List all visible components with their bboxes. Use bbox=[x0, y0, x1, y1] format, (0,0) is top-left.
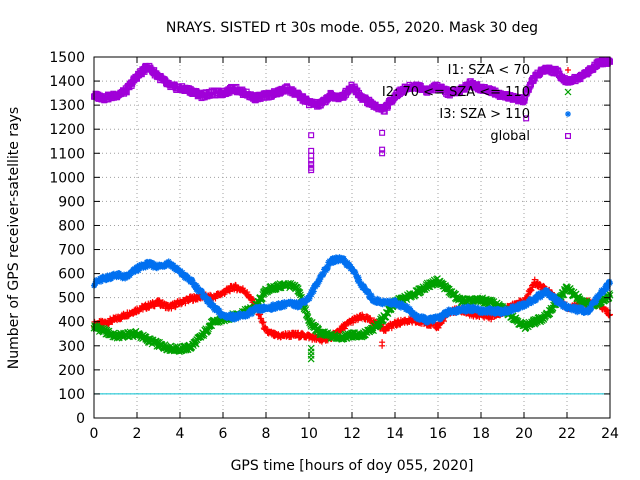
x-tick-label: 6 bbox=[219, 426, 228, 442]
x-tick-label: 20 bbox=[515, 426, 533, 442]
y-tick-label: 1000 bbox=[49, 170, 85, 186]
legend-label: I2: 70 <= SZA <= 110 bbox=[382, 85, 530, 100]
data-point bbox=[379, 129, 386, 136]
legend-marker bbox=[564, 133, 571, 140]
legend-label: I1: SZA < 70 bbox=[448, 63, 530, 78]
x-tick-label: 0 bbox=[90, 426, 99, 442]
y-tick-label: 700 bbox=[58, 243, 85, 259]
y-tick-label: 1200 bbox=[49, 122, 85, 138]
y-tick-label: 200 bbox=[58, 363, 85, 379]
y-tick-label: 100 bbox=[58, 387, 85, 403]
y-tick-label: 1400 bbox=[49, 74, 85, 90]
data-point bbox=[307, 344, 315, 352]
y-tick-label: 300 bbox=[58, 339, 85, 355]
y-tick-label: 600 bbox=[58, 267, 85, 283]
x-axis-label: GPS time [hours of doy 055, 2020] bbox=[231, 458, 474, 474]
y-tick-label: 500 bbox=[58, 291, 85, 307]
x-tick-label: 24 bbox=[601, 426, 619, 442]
y-tick-label: 800 bbox=[58, 218, 85, 234]
legend-label: I3: SZA > 110 bbox=[439, 107, 530, 122]
grid bbox=[93, 56, 611, 419]
x-tick-label: 16 bbox=[429, 426, 447, 442]
x-tick-label: 22 bbox=[558, 426, 576, 442]
y-axis-label: Number of GPS receiver-satellite rays bbox=[6, 107, 22, 369]
y-tick-label: 900 bbox=[58, 194, 85, 210]
data-point bbox=[379, 339, 386, 346]
x-tick-label: 4 bbox=[176, 426, 185, 442]
y-tick-label: 1300 bbox=[49, 98, 85, 114]
y-tick-label: 1100 bbox=[49, 146, 85, 162]
legend-marker bbox=[564, 88, 572, 96]
x-tick-label: 14 bbox=[386, 426, 404, 442]
legend-marker bbox=[565, 67, 571, 73]
x-tick-label: 2 bbox=[133, 426, 142, 442]
x-tick-label: 8 bbox=[262, 426, 271, 442]
legend-label: global bbox=[490, 129, 530, 144]
x-tick-label: 12 bbox=[343, 426, 361, 442]
y-tick-label: 400 bbox=[58, 315, 85, 331]
y-tick-label: 0 bbox=[76, 411, 85, 427]
data-point bbox=[260, 319, 267, 326]
chart-title: NRAYS. SISTED rt 30s mode. 055, 2020. Ma… bbox=[166, 20, 538, 36]
x-tick-label: 10 bbox=[300, 426, 318, 442]
legend-marker bbox=[565, 111, 571, 117]
series-layer bbox=[90, 57, 614, 363]
x-tick-label: 18 bbox=[472, 426, 490, 442]
series-3 bbox=[90, 57, 613, 174]
y-tick-label: 1500 bbox=[49, 50, 85, 66]
